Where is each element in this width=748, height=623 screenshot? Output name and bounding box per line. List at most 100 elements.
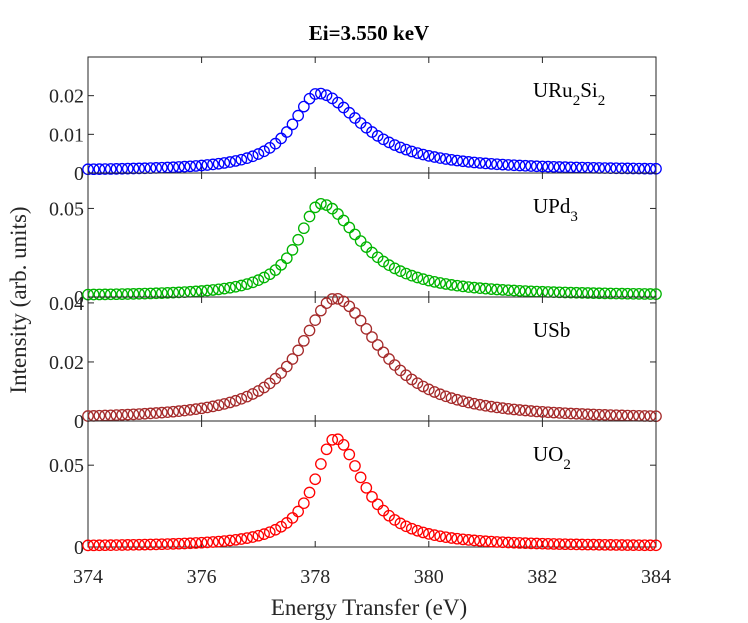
chart-title: Ei=3.550 keV <box>309 21 429 45</box>
data-point <box>581 538 594 551</box>
data-point <box>644 539 657 552</box>
data-point <box>326 293 339 305</box>
data-point <box>104 539 117 551</box>
data-point <box>474 157 486 169</box>
data-point <box>144 287 157 300</box>
data-point <box>581 287 594 299</box>
data-point <box>121 408 134 421</box>
data-point <box>417 273 429 285</box>
data-point <box>343 448 356 461</box>
data-point <box>627 539 640 551</box>
data-point <box>309 473 322 486</box>
data-point <box>167 405 180 418</box>
data-point <box>258 528 270 540</box>
data-point <box>275 367 287 379</box>
data-point <box>616 162 628 175</box>
data-point <box>553 286 566 299</box>
data-point <box>212 157 225 170</box>
data-point <box>133 162 145 175</box>
data-point <box>576 408 589 420</box>
data-point <box>252 529 265 542</box>
data-point <box>604 409 617 421</box>
data-point <box>570 407 583 420</box>
data-point <box>417 148 429 161</box>
data-point <box>468 156 481 169</box>
x-axis-label: Energy Transfer (eV) <box>271 595 467 620</box>
data-point <box>280 126 293 138</box>
data-point <box>309 314 322 326</box>
data-point <box>417 526 429 539</box>
data-point <box>439 390 452 403</box>
data-point <box>235 392 248 405</box>
data-point <box>173 286 185 299</box>
data-point <box>553 407 566 419</box>
data-point <box>212 535 225 548</box>
data-point <box>576 287 589 299</box>
data-point <box>422 383 435 396</box>
data-point <box>246 531 259 543</box>
data-point <box>150 287 163 300</box>
data-point <box>536 160 549 173</box>
data-point <box>519 159 532 172</box>
data-point <box>87 163 100 176</box>
data-point <box>616 539 628 551</box>
data-point <box>564 286 577 299</box>
data-point <box>303 486 316 499</box>
data-point <box>297 334 310 347</box>
data-point <box>201 159 214 171</box>
data-point <box>536 405 549 418</box>
data-point <box>604 287 617 300</box>
data-point <box>155 406 168 419</box>
data-point <box>462 156 475 168</box>
data-point <box>621 539 634 551</box>
data-point <box>474 398 486 411</box>
data-point <box>587 408 600 421</box>
data-point <box>599 287 611 300</box>
y-tick-label: 0.05 <box>49 198 84 220</box>
data-point <box>383 136 395 149</box>
data-point <box>110 409 123 421</box>
data-point <box>593 408 606 421</box>
x-tick-label: 384 <box>641 566 671 588</box>
data-point <box>530 405 543 418</box>
data-point <box>127 288 140 300</box>
data-point <box>525 160 537 172</box>
data-point <box>201 284 214 297</box>
data-point <box>564 538 577 551</box>
data-point <box>627 162 640 175</box>
data-point <box>138 407 151 420</box>
y-tick-label: 0 <box>74 537 84 559</box>
data-point <box>320 89 333 102</box>
x-tick-label: 380 <box>414 566 444 588</box>
data-point <box>110 163 123 175</box>
data-point <box>530 537 543 550</box>
data-point <box>320 199 333 211</box>
data-point <box>207 536 219 548</box>
data-point <box>173 161 185 173</box>
data-point <box>229 280 242 293</box>
data-point <box>144 538 157 551</box>
data-point <box>161 287 174 299</box>
data-point <box>218 282 231 295</box>
data-point <box>383 259 395 272</box>
data-point <box>246 276 259 289</box>
x-tick-label: 378 <box>300 566 330 588</box>
data-point <box>138 538 151 551</box>
data-point <box>280 252 293 265</box>
data-point <box>513 537 526 549</box>
data-point <box>564 407 577 420</box>
data-point <box>491 283 503 296</box>
data-point <box>400 520 412 533</box>
data-point <box>451 279 464 292</box>
data-point <box>184 160 197 173</box>
data-point <box>547 160 560 173</box>
data-point <box>218 398 231 410</box>
data-point <box>434 530 447 543</box>
data-point <box>292 109 305 122</box>
data-point <box>235 279 248 292</box>
data-point <box>559 286 571 299</box>
data-point <box>366 490 378 503</box>
data-point <box>258 145 270 158</box>
data-point <box>411 524 424 537</box>
data-point <box>195 536 208 549</box>
